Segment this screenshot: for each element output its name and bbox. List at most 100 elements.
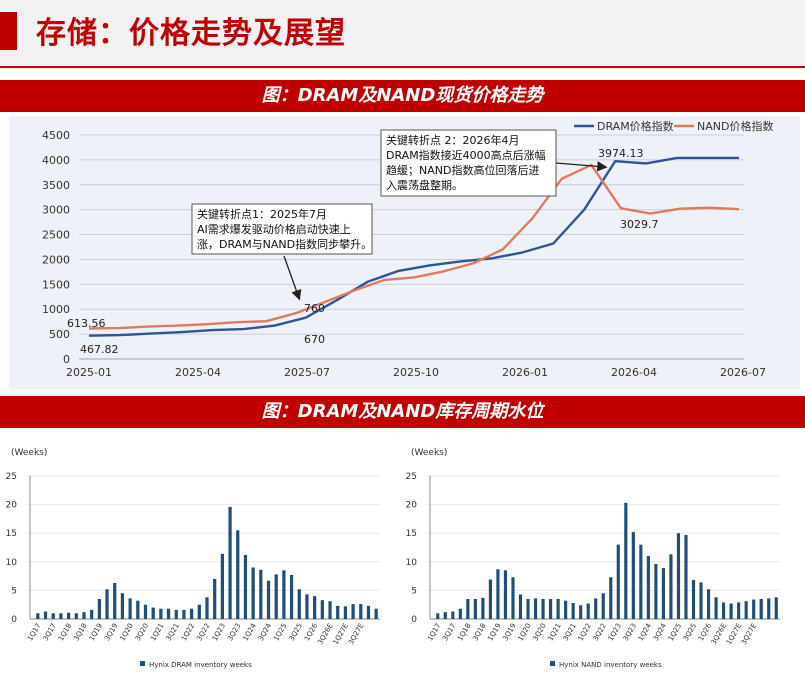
x-tick-label: 1Q19 [486, 622, 502, 642]
inventory-bar [601, 593, 605, 619]
inventory-bar [190, 608, 194, 619]
data-label: 3974.13 [598, 147, 644, 160]
x-tick-label: 3Q27E [347, 622, 366, 646]
inventory-bar [714, 597, 718, 619]
x-tick-label: 1Q19 [88, 622, 104, 642]
x-tick-label: 3Q23 [622, 622, 638, 642]
annotation-box [191, 203, 373, 255]
inventory-bar [691, 580, 696, 619]
inventory-bar [228, 506, 232, 619]
annotation-text: 趋缓；NAND指数高位回落后进 [386, 163, 539, 177]
inventory-chart-banner: 图：DRAM及NAND库存周期水位 [0, 396, 805, 428]
x-tick-label: 3Q19 [501, 622, 517, 642]
y-tick-label: 15 [406, 529, 417, 539]
page-header: 存储：价格走势及展望 [0, 0, 805, 69]
y-tick-label: 25 [6, 472, 17, 482]
inventory-bar [374, 608, 378, 619]
inventory-bar [533, 598, 538, 619]
inventory-bar [320, 600, 324, 619]
inventory-bar [737, 602, 741, 619]
inventory-bar [466, 598, 470, 619]
x-tick-label: 3Q24 [257, 622, 274, 643]
inventory-bar [481, 597, 485, 619]
header-accent-bar [0, 12, 17, 50]
x-tick-label: 1Q23 [607, 622, 623, 642]
x-tick-label: 3Q17 [441, 622, 457, 642]
legend-label: Hynix DRAM inventory weeks [149, 661, 252, 669]
inventory-bar [488, 579, 492, 619]
inventory-bar [297, 589, 301, 619]
inventory-bar [128, 598, 132, 619]
y-tick-label: 5 [11, 586, 17, 596]
legend-swatch [140, 661, 145, 666]
y-axis-unit-label: (Weeks) [11, 448, 47, 458]
price-chart-panel: 0 500 1000 1500 2000 2500 3000 3500 4000 4500 2025… [9, 116, 800, 389]
nand-inventory-bar-chart: (Weeks) 0 5 10 15 20 25 1Q173Q171Q183Q181Q193Q1… [406, 448, 780, 669]
x-tick-label: 3Q20 [531, 622, 547, 642]
inventory-bar [90, 609, 94, 619]
inventory-bar [624, 502, 628, 619]
inventory-bar [51, 613, 55, 619]
inventory-bar [616, 544, 620, 619]
inventory-bar [443, 612, 447, 619]
inventory-bar [174, 609, 178, 619]
inventory-bar [594, 598, 598, 619]
inventory-bar [313, 596, 317, 619]
inventory-bar [113, 582, 117, 619]
y-tick-label: 3500 [42, 179, 70, 192]
inventory-bar [151, 607, 155, 619]
inventory-bar [646, 556, 650, 619]
inventory-bar [684, 534, 688, 619]
data-label: 467.82 [80, 343, 119, 356]
inventory-bar [669, 554, 673, 619]
inventory-bar [541, 598, 545, 619]
inventory-bar [351, 604, 355, 619]
inventory-bar [706, 589, 711, 619]
inventory-bar [36, 613, 40, 619]
x-tick-label: 3Q18 [471, 622, 487, 642]
y-tick-label: 4500 [42, 129, 70, 142]
x-tick-label: 3Q23 [226, 622, 242, 642]
y-tick-label: 3000 [42, 204, 70, 217]
x-tick-label: 1Q17 [26, 622, 42, 642]
y-tick-label: 10 [406, 558, 418, 568]
inventory-bar [259, 569, 263, 619]
x-tick-label: 3Q22 [592, 622, 608, 642]
legend-swatch [550, 661, 555, 666]
x-tick-label: 1Q21 [149, 622, 165, 642]
y-tick-label: 500 [49, 328, 70, 341]
y-tick-label: 0 [411, 615, 417, 625]
data-label: 613.56 [67, 317, 106, 330]
y-tick-label: 0 [11, 615, 17, 625]
x-tick-label: 3Q17 [42, 622, 58, 642]
y-tick-label: 20 [6, 501, 18, 511]
header-divider [0, 66, 805, 68]
inventory-bar [451, 611, 455, 619]
y-tick-label: 5 [411, 586, 417, 596]
annotation-arrow [555, 161, 608, 172]
x-tick-label: 1Q21 [546, 622, 562, 642]
x-tick-label: 3Q21 [562, 622, 578, 642]
inventory-bar [213, 578, 217, 619]
inventory-bar [159, 608, 163, 619]
y-axis-unit-label: (Weeks) [411, 448, 447, 458]
y-tick-label: 25 [406, 472, 417, 482]
x-tick-label: 1Q20 [118, 622, 134, 642]
x-tick-label: 1Q24 [241, 622, 258, 643]
inventory-bar [343, 606, 348, 619]
price-line-chart: 0 500 1000 1500 2000 2500 3000 3500 4000 4500 2025… [42, 119, 773, 379]
inventory-bar [182, 609, 186, 619]
x-tick-label: 1Q25 [667, 622, 683, 642]
legend-label: NAND价格指数 [697, 119, 773, 133]
data-label: 760 [304, 302, 325, 315]
inventory-bar [767, 598, 771, 619]
series-line-nand [88, 163, 740, 330]
y-tick-label: 20 [406, 501, 418, 511]
y-tick-label: 1500 [42, 278, 70, 291]
inventory-bar [729, 603, 733, 619]
x-tick-label: 2026-04 [611, 366, 657, 379]
inventory-bar [305, 594, 309, 619]
x-tick-label: 1Q22 [577, 622, 593, 642]
inventory-bar [328, 601, 332, 619]
inventory-bar [74, 613, 78, 619]
